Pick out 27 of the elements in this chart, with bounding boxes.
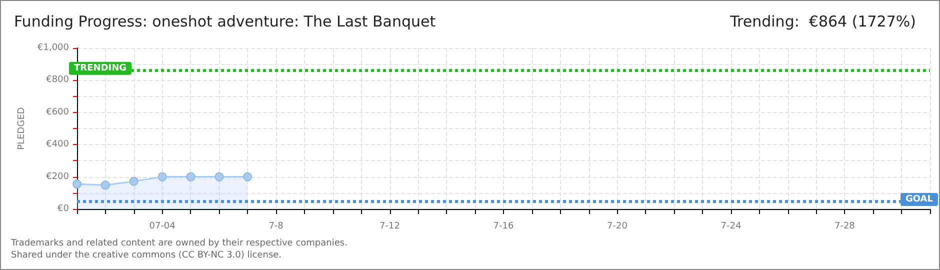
ref-line-label: GOAL — [906, 194, 934, 204]
y-tick-label: €0 — [58, 204, 70, 214]
ref-line-label: TRENDING — [74, 63, 126, 74]
x-tick-label: 7-16 — [493, 222, 514, 232]
x-tick-label: 7-8 — [268, 222, 284, 232]
x-tick-label: 7-28 — [834, 222, 856, 232]
text: Shared under the creative commons (CC BY-NC 3.0) license. — [11, 250, 282, 260]
text: Trademarks and related content are owned by their respective companies. — [10, 238, 348, 248]
y-tick-label: €1,000 — [38, 43, 70, 53]
point — [129, 176, 138, 186]
point — [214, 172, 224, 182]
x-tick-label: 7-12 — [380, 222, 400, 232]
point — [158, 172, 167, 182]
x-tick-label: 07-04 — [149, 222, 176, 232]
point — [72, 180, 82, 189]
y-tick-label: €800 — [46, 75, 70, 86]
point — [186, 172, 196, 182]
y-tick-label: €400 — [46, 140, 70, 150]
x-tick-label: 7-24 — [720, 222, 742, 232]
x-tick-label: 7-20 — [607, 222, 628, 232]
point — [100, 180, 110, 190]
point — [243, 172, 252, 182]
y-tick-label: €200 — [46, 172, 70, 182]
y-axis-title: PLEDGED — [17, 107, 28, 150]
chart-subtitle: Trending: €864 (1727%) — [729, 12, 916, 30]
chart-title: Funding Progress: oneshot adventure: The Last Banquet — [14, 12, 436, 30]
y-tick-label: €600 — [46, 107, 70, 118]
